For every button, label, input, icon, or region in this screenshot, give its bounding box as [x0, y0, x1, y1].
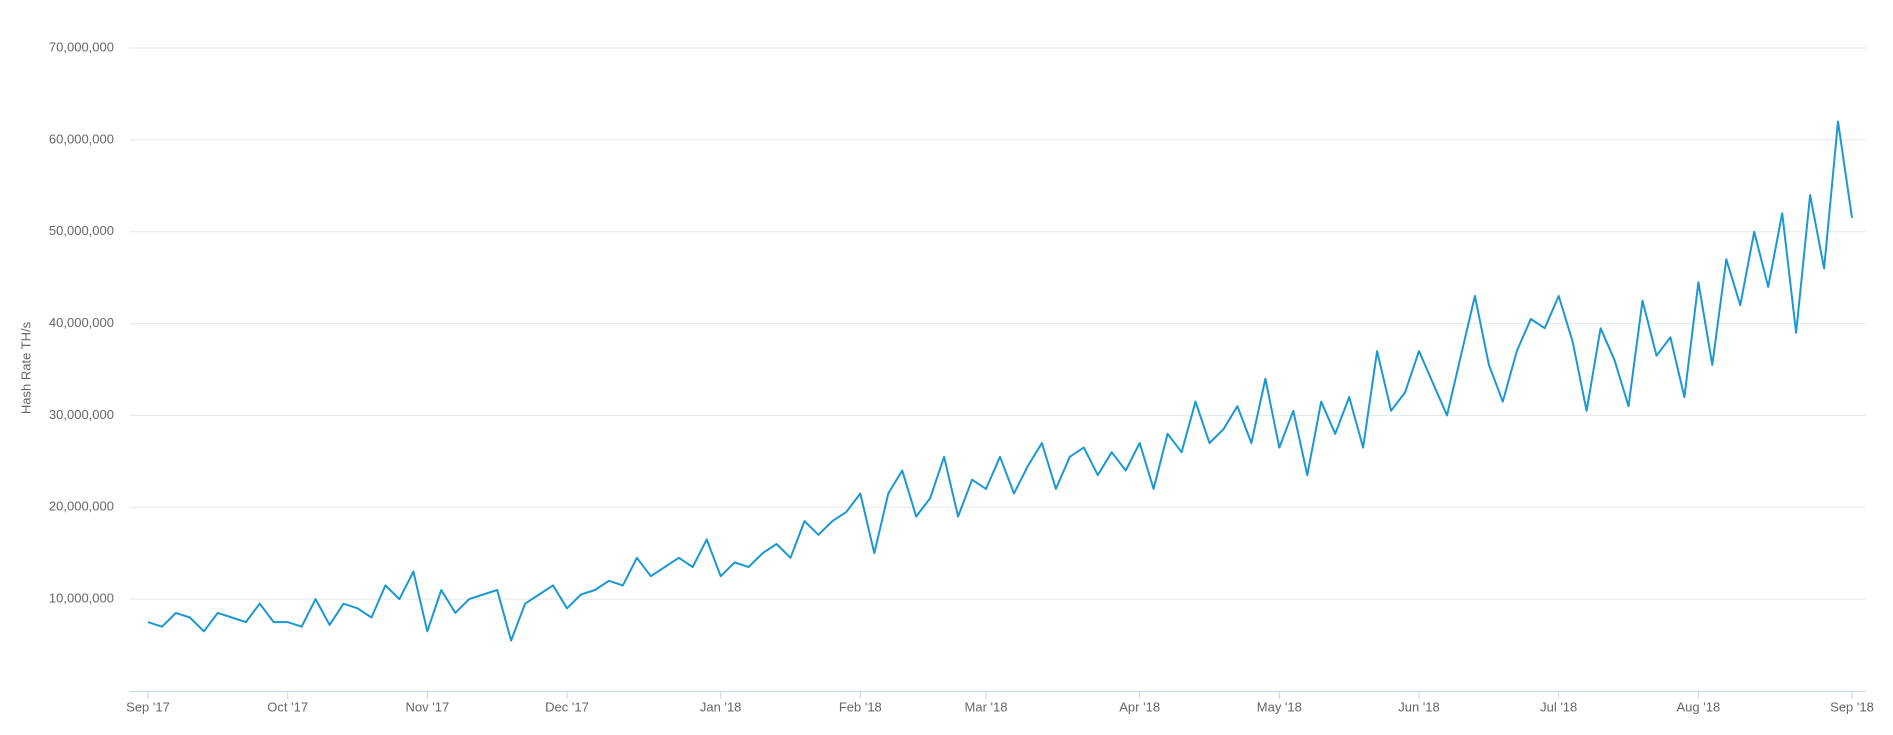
x-tick-label: Jan '18	[700, 699, 742, 714]
y-tick-label: 60,000,000	[49, 131, 114, 146]
x-tick-label: Apr '18	[1119, 699, 1160, 714]
y-tick-label: 20,000,000	[49, 499, 114, 514]
x-tick-label: Sep '18	[1830, 699, 1874, 714]
x-tick-label: Feb '18	[839, 699, 882, 714]
y-axis-label: Hash Rate TH/s	[18, 321, 33, 414]
line-series	[147, 120, 1853, 642]
x-tick-label: Oct '17	[267, 699, 308, 714]
x-tick-label: Jun '18	[1398, 699, 1440, 714]
x-tick-label: Sep '17	[126, 699, 170, 714]
y-tick-label: 40,000,000	[49, 315, 114, 330]
x-tick-label: Nov '17	[406, 699, 450, 714]
y-tick-label: 70,000,000	[49, 39, 114, 54]
y-tick-label: 10,000,000	[49, 591, 114, 606]
x-tick-label: May '18	[1257, 699, 1302, 714]
x-tick-label: Aug '18	[1677, 699, 1721, 714]
x-tick-label: Jul '18	[1540, 699, 1577, 714]
y-tick-label: 50,000,000	[49, 223, 114, 238]
x-tick-label: Dec '17	[545, 699, 589, 714]
x-tick-label: Mar '18	[965, 699, 1008, 714]
y-tick-label: 30,000,000	[49, 407, 114, 422]
